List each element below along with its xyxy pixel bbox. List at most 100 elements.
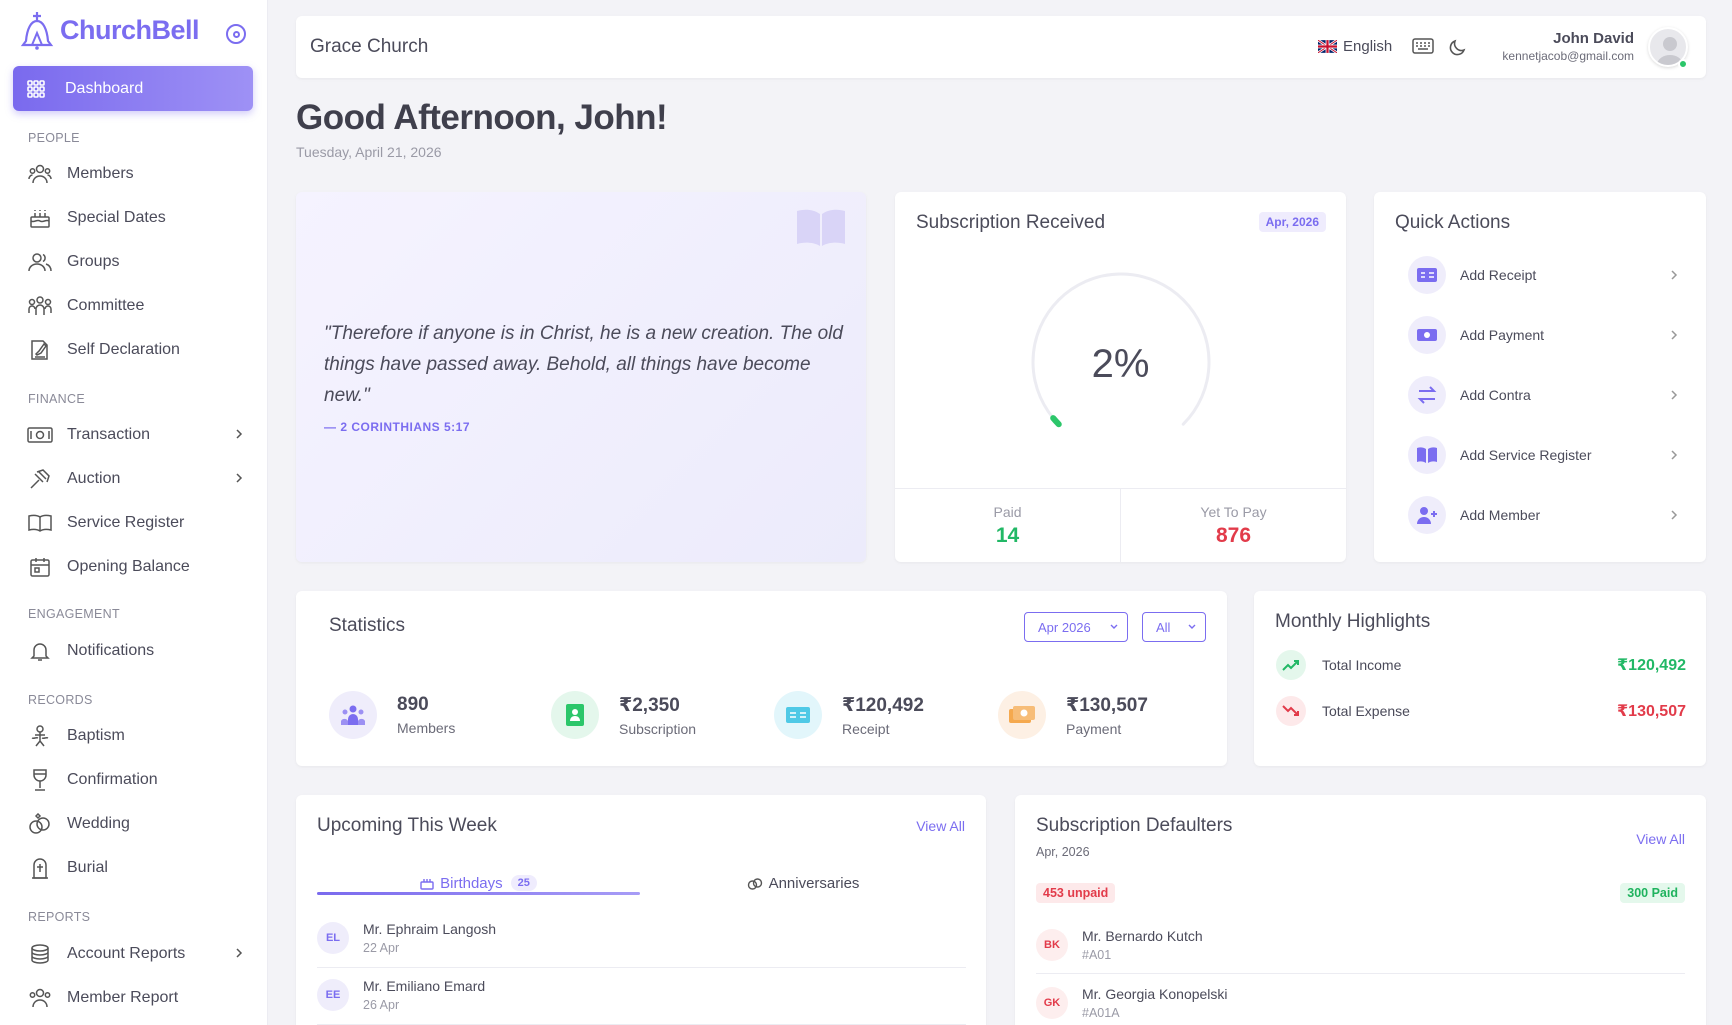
verse-text: "Therefore if anyone is in Christ, he is… <box>324 323 843 406</box>
language-label: English <box>1343 38 1393 55</box>
payment-icon <box>998 691 1046 739</box>
paid-label: Paid <box>993 504 1022 520</box>
app-logo[interactable]: ChurchBell <box>20 10 200 50</box>
stat-label: Subscription <box>619 720 697 737</box>
sidebar-item-transaction[interactable]: Transaction <box>27 420 249 450</box>
monthly-highlights-card: Monthly Highlights Total Income ₹120,492… <box>1254 591 1706 766</box>
person-date: 22 Apr <box>363 941 400 955</box>
expense-value: ₹130,507 <box>1617 703 1686 720</box>
sidebar-item-members[interactable]: Members <box>27 159 249 189</box>
dark-mode-icon[interactable] <box>1448 37 1468 57</box>
total-income-row: Total Income ₹120,492 <box>1276 649 1686 681</box>
money-icon <box>27 422 53 448</box>
sidebar-item-label: Groups <box>67 253 120 270</box>
toggle-icon <box>232 30 240 38</box>
highlights-title: Monthly Highlights <box>1275 611 1431 632</box>
cake-icon <box>27 205 53 231</box>
tombstone-icon <box>27 855 53 881</box>
coins-icon <box>27 941 53 967</box>
sidebar-item-service-register[interactable]: Service Register <box>27 508 249 538</box>
stat-label: Payment <box>1066 720 1122 737</box>
add-payment-button[interactable]: Add Payment <box>1408 315 1678 355</box>
person-id: #A01 <box>1082 948 1112 962</box>
section-reports: REPORTS <box>28 910 91 924</box>
user-info[interactable]: John David kennetjacob@gmail.com <box>1502 30 1634 63</box>
type-filter-select[interactable]: All <box>1142 612 1206 642</box>
sidebar-item-notifications[interactable]: Notifications <box>27 636 249 666</box>
unpaid-count-badge: 453 unpaid <box>1036 883 1116 903</box>
quick-action-label: Add Payment <box>1460 327 1545 343</box>
list-item[interactable]: BK Mr. Bernardo Kutch #A01 <box>1036 917 1685 973</box>
app-name: ChurchBell <box>60 14 200 45</box>
list-item[interactable]: EE Mr. Emiliano Emard 26 Apr <box>317 967 966 1023</box>
sidebar-toggle-button[interactable] <box>226 24 246 44</box>
book-icon <box>1408 436 1446 474</box>
subscription-gauge <box>1031 272 1211 428</box>
stat-value: ₹2,350 <box>619 694 680 716</box>
sidebar-item-label: Members <box>67 165 134 182</box>
sidebar-item-committee[interactable]: Committee <box>27 291 249 321</box>
avatar-initials: EL <box>317 922 349 954</box>
tab-birthdays[interactable]: Birthdays 25 <box>317 866 640 900</box>
sidebar-item-label: Wedding <box>67 815 130 832</box>
sidebar-item-auction[interactable]: Auction <box>27 464 249 494</box>
upcoming-view-all-link[interactable]: View All <box>916 818 965 834</box>
birthday-count-badge: 25 <box>510 875 537 891</box>
sidebar-item-label: Confirmation <box>67 771 158 788</box>
online-status-indicator <box>1678 59 1688 69</box>
sidebar-item-baptism[interactable]: Baptism <box>27 721 249 751</box>
receipt-icon <box>774 691 822 739</box>
stat-payment: ₹130,507 Payment <box>998 691 1148 739</box>
sidebar-item-dashboard[interactable]: Dashboard <box>13 66 253 111</box>
stat-value: ₹130,507 <box>1066 694 1148 716</box>
sidebar-item-self-declaration[interactable]: Self Declaration <box>27 335 249 365</box>
greeting-date: Tuesday, April 21, 2026 <box>296 144 442 160</box>
sidebar-item-special-dates[interactable]: Special Dates <box>27 203 249 233</box>
sidebar-item-label: Transaction <box>67 426 150 443</box>
sidebar-item-opening-balance[interactable]: Opening Balance <box>27 552 249 582</box>
stat-label: Members <box>397 720 456 736</box>
chevron-right-icon <box>1670 449 1678 461</box>
person-name: Mr. Ephraim Langosh <box>363 921 497 937</box>
verse-reference: — 2 CORINTHIANS 5:17 <box>324 420 471 434</box>
members-icon <box>329 691 377 739</box>
month-filter-select[interactable]: Apr 2026 <box>1024 612 1128 642</box>
stat-label: Receipt <box>842 720 890 737</box>
subscription-icon <box>551 691 599 739</box>
sidebar-item-label: Service Register <box>67 514 185 531</box>
chevron-right-icon <box>1670 509 1678 521</box>
sidebar-item-wedding[interactable]: Wedding <box>27 809 249 839</box>
chevron-right-icon <box>235 947 243 959</box>
sidebar-item-member-report[interactable]: Member Report <box>27 983 249 1013</box>
person-date: 26 Apr <box>363 998 400 1012</box>
sidebar-item-account-reports[interactable]: Account Reports <box>27 939 249 969</box>
user-name: John David <box>1553 30 1634 47</box>
sidebar-item-groups[interactable]: Groups <box>27 247 249 277</box>
income-label: Total Income <box>1322 657 1402 673</box>
list-item[interactable]: GK Mr. Georgia Konopelski #A01A <box>1036 975 1685 1025</box>
chevron-down-icon <box>1109 622 1119 632</box>
avatar-initials: EE <box>317 979 349 1011</box>
church-logo-icon <box>20 10 54 50</box>
quick-action-label: Add Receipt <box>1460 267 1537 283</box>
section-finance: FINANCE <box>28 392 85 406</box>
sidebar-item-burial[interactable]: Burial <box>27 853 249 883</box>
subscription-defaulters-card: Subscription Defaulters Apr, 2026 View A… <box>1015 795 1706 1025</box>
sidebar-item-label: Baptism <box>67 727 125 744</box>
calendar-icon <box>27 554 53 580</box>
language-selector[interactable]: English <box>1318 38 1392 55</box>
add-member-button[interactable]: Add Member <box>1408 495 1678 535</box>
sidebar-item-confirmation[interactable]: Confirmation <box>27 765 249 795</box>
active-tab-indicator <box>317 892 640 895</box>
income-value: ₹120,492 <box>1617 657 1686 674</box>
chevron-right-icon <box>1670 389 1678 401</box>
add-contra-button[interactable]: Add Contra <box>1408 375 1678 415</box>
list-item[interactable]: EL Mr. Ephraim Langosh 22 Apr <box>317 910 966 966</box>
sidebar-item-label: Member Report <box>67 989 179 1006</box>
sidebar-item-label: Self Declaration <box>67 341 180 358</box>
add-receipt-button[interactable]: Add Receipt <box>1408 255 1678 295</box>
add-service-register-button[interactable]: Add Service Register <box>1408 435 1678 475</box>
tab-anniversaries[interactable]: Anniversaries <box>640 866 966 900</box>
defaulters-view-all-link[interactable]: View All <box>1636 831 1685 847</box>
keyboard-icon[interactable] <box>1412 38 1434 54</box>
